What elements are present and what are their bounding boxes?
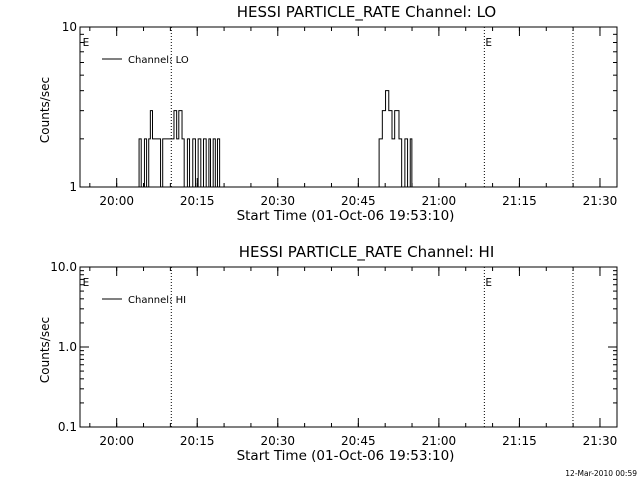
x-tick-label-lo: 20:45 (341, 194, 376, 208)
x-tick-label-lo: 21:15 (502, 194, 537, 208)
y-tick-label-lo: 10 (62, 20, 77, 34)
x-tick-label-hi: 21:30 (583, 434, 618, 448)
y-tick-label-lo: 1 (69, 180, 77, 194)
y-tick-label-hi: 1.0 (58, 340, 77, 354)
x-tick-label-hi: 20:00 (99, 434, 134, 448)
x-tick-label-lo: 20:15 (180, 194, 215, 208)
x-tick-label-hi: 21:00 (422, 434, 457, 448)
x-tick-label-hi: 21:15 (502, 434, 537, 448)
chart-panel-hi: HESSI PARTICLE_RATE Channel: HI 20:00 20:1… (38, 243, 618, 464)
y-axis-label-lo: Counts/sec (38, 77, 52, 143)
x-axis-label-hi: Start Time (01-Oct-06 19:53:10) (237, 448, 455, 464)
y-axis-label-hi: Counts/sec (38, 317, 52, 383)
y-tick-label-hi: 0.1 (58, 420, 77, 434)
event-marker-lo: E (485, 37, 492, 49)
event-marker-hi: E (83, 277, 90, 289)
plot-frame-hi (79, 266, 618, 428)
x-tick-label-lo: 20:30 (260, 194, 295, 208)
x-tick-label-lo: 21:30 (583, 194, 618, 208)
footer-timestamp: 12-Mar-2010 00:59 (565, 469, 637, 478)
x-tick-label-hi: 20:30 (260, 434, 295, 448)
event-marker-hi: E (485, 277, 492, 289)
x-tick-label-lo: 21:00 (422, 194, 457, 208)
series-line-lo (80, 90, 617, 188)
y-tick-label-hi: 10.0 (50, 260, 77, 274)
chart-panel-lo: HESSI PARTICLE_RATE Channel: LO 20:00 20:1… (38, 3, 618, 224)
legend-label-hi: Channel: HI (128, 295, 186, 306)
x-tick-label-hi: 20:45 (341, 434, 376, 448)
x-tick-label-lo: 20:00 (99, 194, 134, 208)
chart-title-lo: HESSI PARTICLE_RATE Channel: LO (237, 3, 496, 22)
x-axis-label-lo: Start Time (01-Oct-06 19:53:10) (237, 208, 455, 224)
chart-title-hi: HESSI PARTICLE_RATE Channel: HI (239, 243, 495, 262)
legend-label-lo: Channel: LO (128, 55, 189, 66)
event-marker-lo: E (83, 37, 90, 49)
x-tick-label-hi: 20:15 (180, 434, 215, 448)
